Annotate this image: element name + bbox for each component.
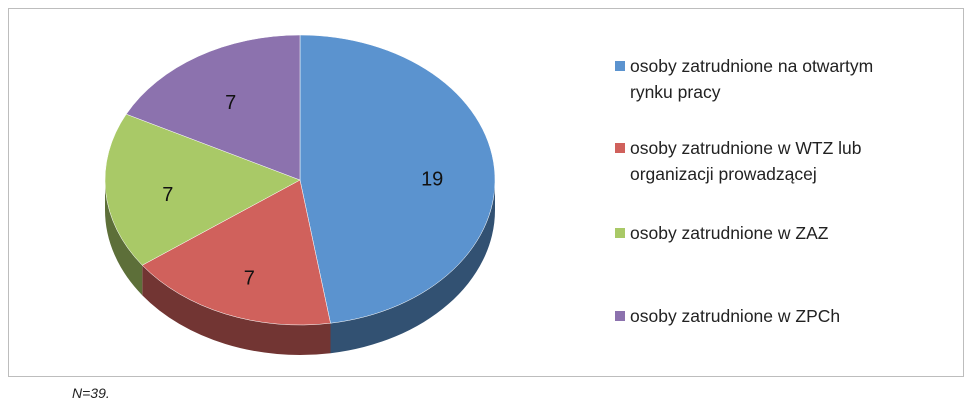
legend-label: osoby zatrudnione w WTZ lub organizacji … [630, 138, 862, 184]
legend-swatch [615, 61, 625, 71]
legend-label: osoby zatrudnione w ZAZ [630, 223, 829, 243]
data-label: 7 [162, 184, 173, 206]
pie-side [142, 265, 331, 355]
pie-slice [104, 113, 301, 266]
legend-swatch [615, 228, 625, 238]
note: N=39. [72, 385, 110, 401]
pie-slice [141, 179, 331, 326]
data-label: 19 [421, 169, 443, 191]
pie-slice [299, 34, 496, 324]
legend-label: osoby zatrudnione na otwartym rynku prac… [630, 56, 874, 102]
pie-side [330, 180, 496, 354]
chart-frame [8, 8, 964, 377]
pie-side [105, 180, 143, 296]
legend-label: osoby zatrudnione w ZPCh [630, 306, 841, 326]
pie-slice [125, 34, 301, 181]
data-label: 7 [244, 267, 255, 289]
legend-swatch [615, 311, 625, 321]
data-label: 7 [225, 92, 236, 114]
legend-swatch [615, 143, 625, 153]
